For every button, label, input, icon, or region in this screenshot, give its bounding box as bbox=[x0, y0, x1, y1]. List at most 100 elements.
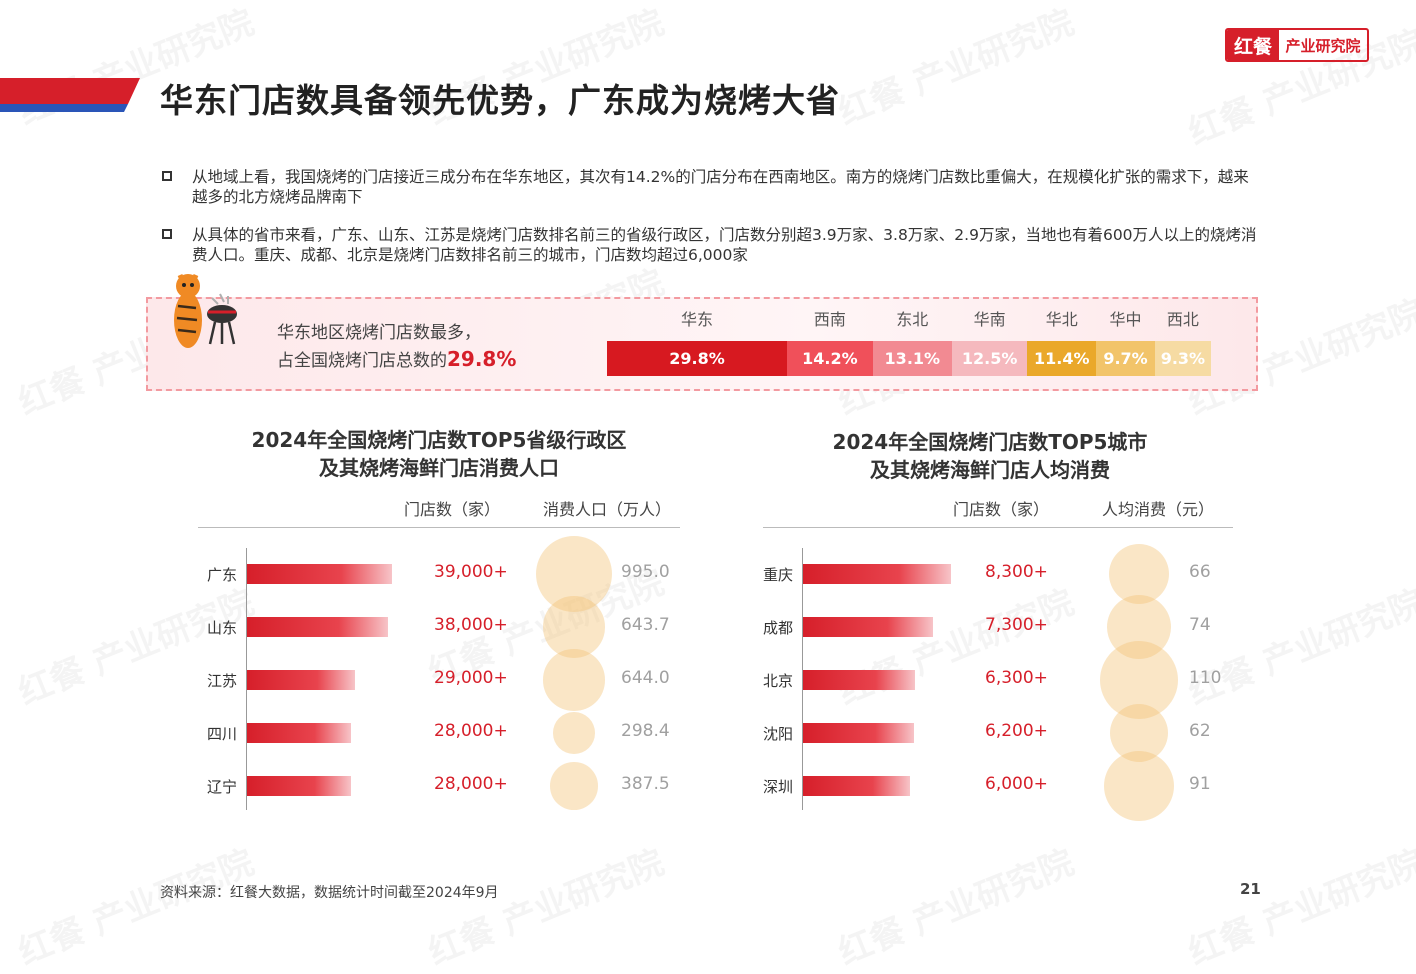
logo-mark: 红餐 bbox=[1227, 30, 1279, 60]
value-bubble bbox=[1103, 750, 1175, 822]
watermark-text: 红餐 产业研究院 bbox=[830, 835, 1080, 974]
city-chart-title-line2: 及其烧烤海鲜门店人均消费 bbox=[870, 458, 1110, 482]
bubble-value: 62 bbox=[1189, 721, 1211, 741]
category-label: 山东 bbox=[206, 619, 237, 637]
region-segment: 9.7% bbox=[1096, 341, 1155, 376]
category-label: 沈阳 bbox=[762, 725, 793, 743]
store-bar bbox=[803, 617, 934, 637]
square-bullet-icon bbox=[162, 229, 172, 239]
title-accent-bar bbox=[0, 78, 140, 112]
category-label: 北京 bbox=[762, 672, 793, 690]
store-value: 39,000+ bbox=[434, 562, 508, 582]
region-label: 华北 bbox=[1045, 310, 1078, 329]
bubble-value: 644.0 bbox=[621, 668, 670, 688]
bullet-text: 从具体的省市来看，广东、山东、江苏是烧烤门店数排名前三的省级行政区，门店数分别超… bbox=[192, 226, 1257, 264]
region-segment: 13.1% bbox=[872, 341, 952, 376]
province-axis bbox=[246, 548, 247, 810]
store-bar bbox=[247, 670, 355, 690]
province-chart-title-line1: 2024年全国烧烤门店数TOP5省级行政区 bbox=[251, 428, 627, 452]
highlight-line2: 占全国烧烤门店总数的29.8% bbox=[277, 346, 516, 374]
value-bubble bbox=[1109, 703, 1169, 763]
store-value: 29,000+ bbox=[434, 668, 508, 688]
highlight-line2-prefix: 占全国烧烤门店总数的 bbox=[277, 351, 447, 371]
region-label: 华东 bbox=[680, 310, 713, 329]
store-bar bbox=[803, 670, 916, 690]
highlight-value: 29.8% bbox=[447, 347, 517, 371]
region-segment: 29.8% bbox=[607, 341, 787, 376]
highlight-text: 华东地区烧烤门店数最多， 占全国烧烤门店总数的29.8% bbox=[277, 320, 516, 374]
bubble-value: 74 bbox=[1189, 615, 1211, 635]
store-bar bbox=[247, 617, 389, 637]
region-segment: 14.2% bbox=[786, 341, 873, 376]
city-col-header-stores: 门店数（家） bbox=[953, 500, 1050, 519]
category-label: 成都 bbox=[762, 619, 793, 637]
value-bubble bbox=[1108, 543, 1170, 605]
highlight-line1: 华东地区烧烤门店数最多， bbox=[277, 323, 481, 343]
province-chart-title-line2: 及其烧烤海鲜门店消费人口 bbox=[319, 456, 559, 480]
store-value: 7,300+ bbox=[985, 615, 1048, 635]
brand-logo: 红餐 产业研究院 bbox=[1225, 28, 1369, 62]
watermark-text: 红餐 产业研究院 bbox=[1180, 575, 1416, 714]
store-value: 28,000+ bbox=[434, 721, 508, 741]
watermark-text: 红餐 产业研究院 bbox=[830, 0, 1080, 134]
value-bubble bbox=[550, 762, 598, 810]
logo-text: 产业研究院 bbox=[1285, 36, 1361, 55]
store-bar bbox=[247, 564, 392, 584]
bubble-value: 298.4 bbox=[621, 721, 670, 741]
bubble-value: 66 bbox=[1189, 562, 1211, 582]
bullet-text: 从地域上看，我国烧烤的门店接近三成分布在华东地区，其次有14.2%的门店分布在西… bbox=[192, 168, 1249, 206]
value-bubble bbox=[543, 649, 605, 711]
region-label: 西北 bbox=[1166, 310, 1199, 329]
watermark-text: 红餐 产业研究院 bbox=[830, 575, 1080, 714]
category-label: 重庆 bbox=[762, 566, 793, 584]
category-label: 四川 bbox=[206, 725, 237, 743]
store-value: 6,300+ bbox=[985, 668, 1048, 688]
province-header-rule bbox=[198, 527, 680, 528]
city-axis bbox=[802, 548, 803, 810]
city-header-rule bbox=[763, 527, 1233, 528]
store-bar bbox=[247, 723, 352, 743]
bubble-value: 995.0 bbox=[621, 562, 670, 582]
category-label: 广东 bbox=[206, 566, 237, 584]
city-chart-title-line1: 2024年全国烧烤门店数TOP5城市 bbox=[832, 430, 1148, 454]
category-label: 辽宁 bbox=[206, 778, 237, 796]
tiger-bbq-icon bbox=[174, 274, 237, 348]
watermark-text: 红餐 产业研究院 bbox=[10, 575, 260, 714]
value-bubble bbox=[1100, 641, 1178, 719]
region-label: 东北 bbox=[896, 310, 929, 329]
province-col-header-stores: 门店数（家） bbox=[404, 500, 501, 519]
province-col-header-population: 消费人口（万人） bbox=[543, 500, 672, 519]
store-value: 6,200+ bbox=[985, 721, 1048, 741]
region-label: 华南 bbox=[973, 310, 1006, 329]
watermark-text: 红餐 产业研究院 bbox=[1180, 835, 1416, 974]
region-segment: 11.4% bbox=[1027, 341, 1097, 376]
store-bar bbox=[803, 564, 951, 584]
watermark-text: 红餐 产业研究院 bbox=[10, 835, 260, 974]
store-bar bbox=[803, 723, 914, 743]
value-bubble bbox=[553, 712, 595, 754]
city-chart-title: 2024年全国烧烤门店数TOP5城市 及其烧烤海鲜门店人均消费 bbox=[760, 428, 1220, 484]
city-col-header-spend: 人均消费（元） bbox=[1102, 500, 1215, 519]
store-value: 8,300+ bbox=[985, 562, 1048, 582]
bullet-point: 从具体的省市来看，广东、山东、江苏是烧烤门店数排名前三的省级行政区，门店数分别超… bbox=[162, 225, 1262, 265]
province-chart-title: 2024年全国烧烤门店数TOP5省级行政区 及其烧烤海鲜门店消费人口 bbox=[200, 426, 678, 482]
source-note: 资料来源：红餐大数据，数据统计时间截至2024年9月 bbox=[160, 885, 499, 901]
store-value: 38,000+ bbox=[434, 615, 508, 635]
store-bar bbox=[247, 776, 352, 796]
bubble-value: 387.5 bbox=[621, 774, 670, 794]
value-bubble bbox=[1107, 595, 1171, 659]
store-bar bbox=[803, 776, 910, 796]
category-label: 深圳 bbox=[762, 778, 793, 796]
store-value: 6,000+ bbox=[985, 774, 1048, 794]
region-label: 西南 bbox=[813, 310, 846, 329]
bubble-value: 91 bbox=[1189, 774, 1211, 794]
watermark-text: 红餐 产业研究院 bbox=[420, 835, 670, 974]
bubble-value: 643.7 bbox=[621, 615, 670, 635]
value-bubble bbox=[536, 536, 612, 612]
store-value: 28,000+ bbox=[434, 774, 508, 794]
value-bubble bbox=[543, 596, 605, 658]
bubble-value: 110 bbox=[1189, 668, 1222, 688]
bullet-point: 从地域上看，我国烧烤的门店接近三成分布在华东地区，其次有14.2%的门店分布在西… bbox=[162, 167, 1262, 207]
page-number: 21 bbox=[1240, 880, 1261, 898]
square-bullet-icon bbox=[162, 171, 172, 181]
